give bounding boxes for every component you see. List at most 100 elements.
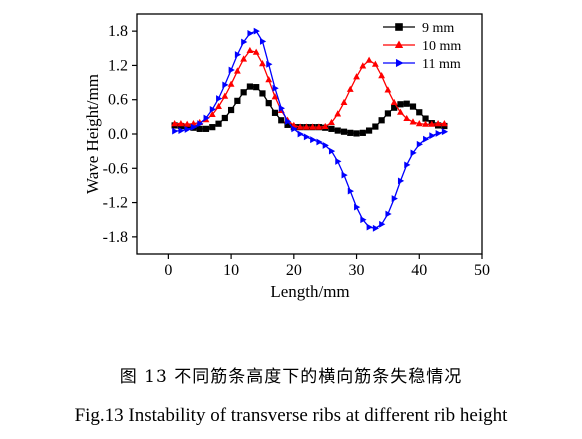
- data-point: [259, 38, 267, 45]
- data-point: [184, 126, 191, 133]
- legend-label: 9 mm: [422, 21, 454, 36]
- data-point: [196, 125, 203, 132]
- data-point: [385, 210, 392, 218]
- data-point: [284, 121, 291, 128]
- data-point: [228, 66, 235, 74]
- data-point: [271, 93, 279, 100]
- data-point: [384, 86, 392, 93]
- data-point: [334, 127, 341, 134]
- data-point: [197, 120, 204, 128]
- data-point: [391, 104, 398, 111]
- data-point: [366, 223, 373, 231]
- data-point: [203, 114, 210, 122]
- data-point: [440, 119, 448, 127]
- data-point: [190, 123, 198, 131]
- data-point: [347, 187, 354, 195]
- data-point: [409, 103, 417, 110]
- data-point: [227, 80, 235, 87]
- data-point: [415, 119, 423, 127]
- data-point: [227, 106, 235, 114]
- data-point: [209, 124, 216, 131]
- data-point: [404, 161, 411, 169]
- data-point: [247, 30, 254, 37]
- data-point: [441, 128, 449, 136]
- legend-label: 10 mm: [422, 39, 461, 54]
- series-line: [174, 30, 445, 229]
- series-3: [172, 27, 449, 232]
- data-point: [328, 118, 335, 126]
- data-point: [266, 60, 273, 68]
- data-point: [340, 128, 348, 135]
- data-point: [303, 133, 311, 141]
- series-line: [174, 49, 445, 128]
- data-point: [359, 62, 367, 69]
- data-point: [222, 81, 229, 89]
- data-point: [378, 71, 386, 79]
- data-point: [253, 84, 260, 91]
- caption-english: Fig.13 Instability of transverse ribs at…: [74, 405, 508, 426]
- x-axis-label: Length/mm: [270, 282, 349, 301]
- y-tick-label: 1.8: [108, 23, 128, 40]
- data-point: [202, 125, 210, 132]
- x-tick-label: 40: [411, 262, 427, 279]
- data-point: [310, 136, 317, 144]
- data-point: [365, 127, 373, 134]
- data-point: [215, 120, 222, 127]
- data-point: [291, 125, 298, 133]
- data-point: [216, 95, 223, 102]
- legend: 9 mm 10 mm 11 mm: [383, 21, 461, 72]
- data-point: [397, 101, 404, 108]
- data-point: [391, 195, 398, 202]
- data-point: [416, 140, 423, 148]
- data-point: [360, 216, 367, 224]
- y-tick-label: 1.2: [108, 57, 128, 74]
- data-point: [208, 110, 216, 118]
- x-tick-label: 10: [223, 262, 239, 279]
- data-point: [246, 83, 254, 90]
- data-point: [296, 123, 304, 130]
- data-point: [359, 129, 366, 136]
- data-point: [434, 119, 442, 127]
- data-point: [240, 55, 248, 62]
- data-point: [328, 147, 336, 155]
- y-axis-label: Wave Height/mm: [83, 74, 102, 194]
- data-point: [390, 98, 398, 106]
- data-point: [422, 120, 429, 127]
- data-point: [353, 130, 360, 137]
- data-point: [183, 120, 191, 127]
- data-point: [259, 90, 266, 97]
- data-point: [177, 119, 185, 127]
- x-tick-label: 0: [164, 262, 172, 279]
- x-tick-label: 50: [474, 262, 490, 279]
- data-point: [435, 130, 442, 137]
- data-point: [171, 119, 179, 127]
- data-point: [246, 46, 254, 54]
- data-point: [302, 123, 310, 130]
- axis-ticks: 0 10 20 30 40 50 -1.8 -1.2 -0.6 0.0 0.6 1.2 1.8: [103, 23, 490, 279]
- y-tick-label: -1.2: [103, 195, 128, 212]
- x-tick-label: 20: [286, 262, 302, 279]
- data-point: [328, 125, 335, 132]
- data-point: [241, 38, 248, 46]
- data-point: [403, 114, 411, 122]
- data-point: [221, 114, 228, 122]
- data-point: [371, 60, 379, 67]
- data-point: [172, 127, 179, 135]
- data-point: [397, 177, 405, 185]
- data-point: [265, 75, 273, 83]
- data-point: [321, 122, 329, 130]
- data-point: [397, 108, 404, 115]
- data-point: [335, 158, 342, 165]
- caption-chinese: 图 13 不同筋条高度下的横向筋条失稳情况: [119, 367, 463, 387]
- data-point: [272, 84, 279, 92]
- data-point: [297, 130, 304, 138]
- legend-marker: [394, 40, 404, 49]
- data-point: [233, 67, 241, 74]
- y-tick-label: -0.6: [103, 160, 128, 177]
- data-point: [410, 149, 417, 157]
- data-point: [409, 118, 417, 125]
- data-point: [346, 85, 354, 92]
- y-tick-label: 0.6: [108, 92, 128, 109]
- data-point: [316, 138, 323, 146]
